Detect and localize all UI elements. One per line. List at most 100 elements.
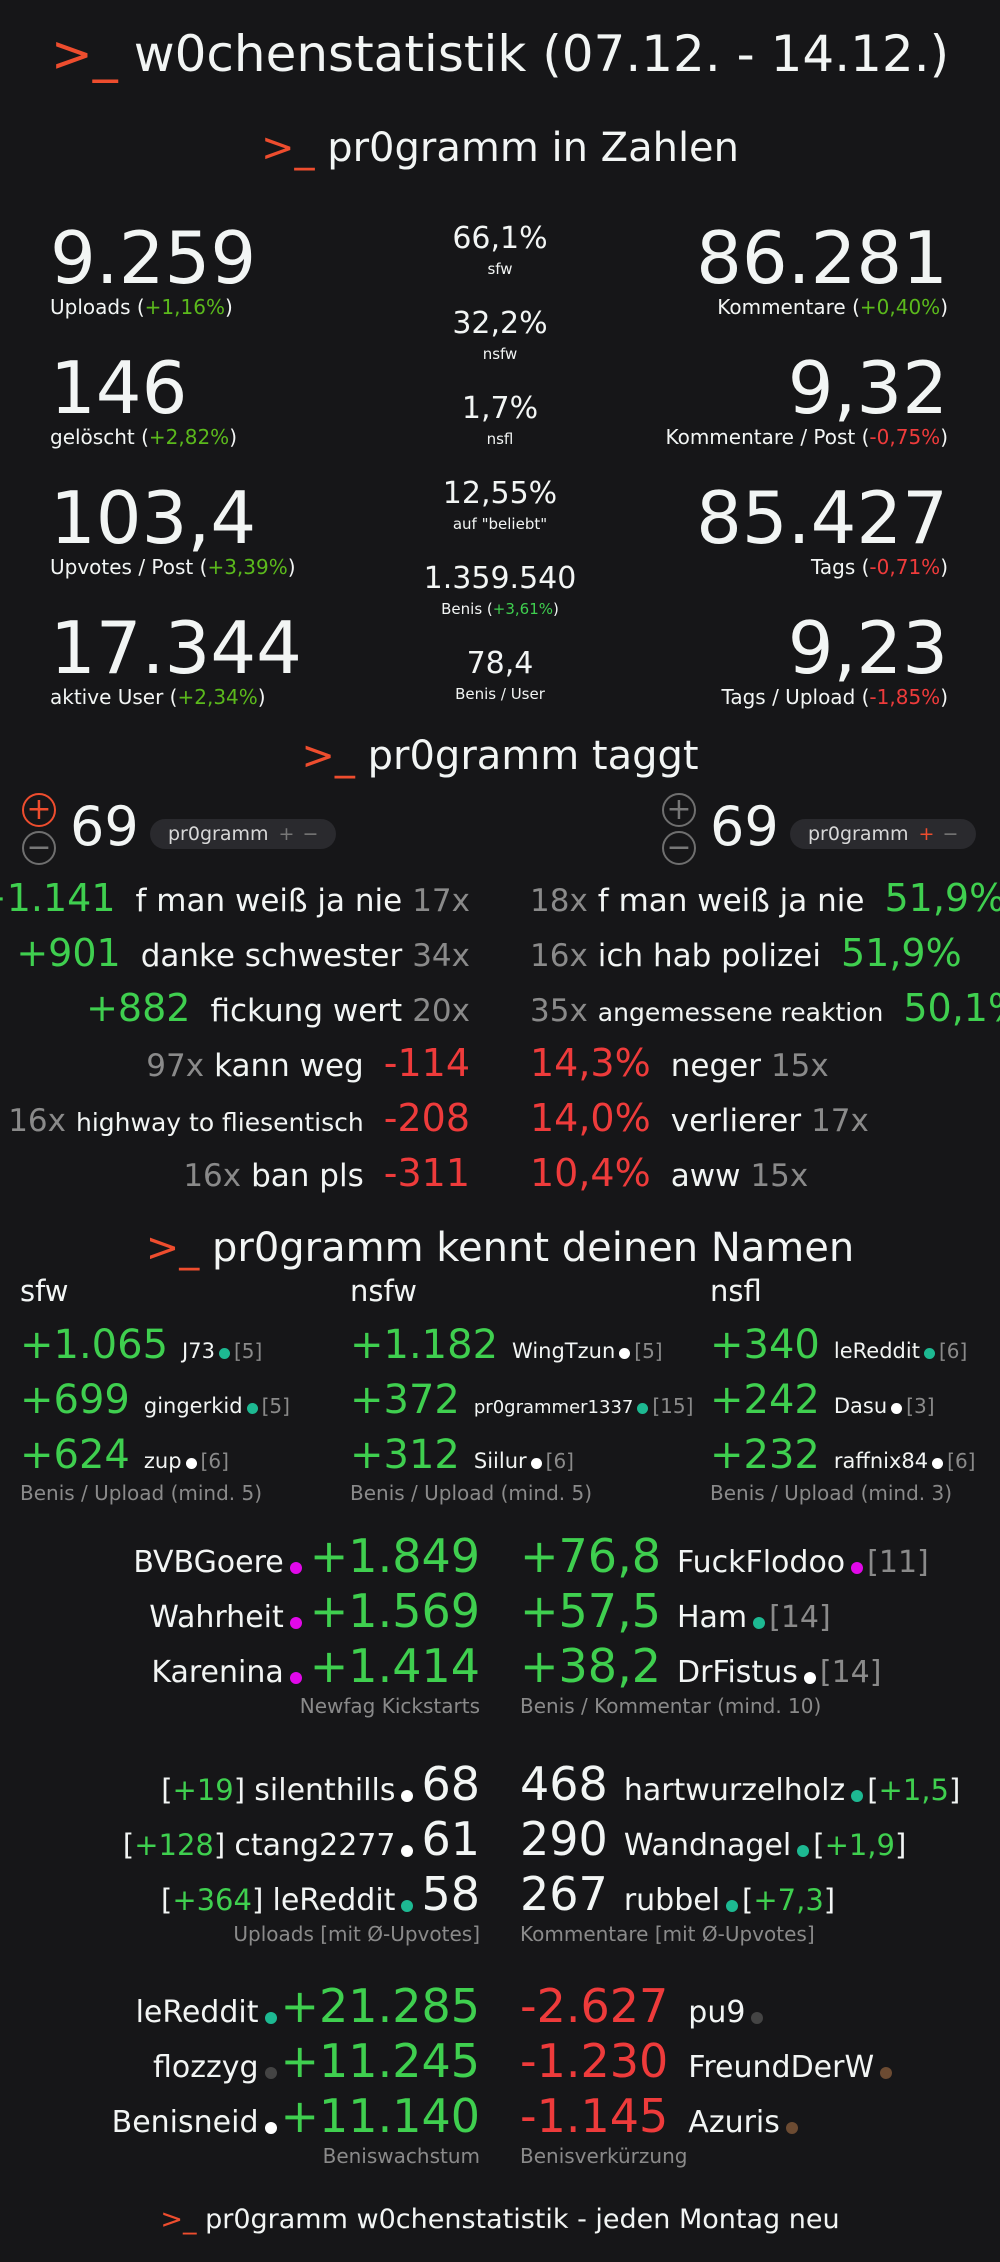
username[interactable]: Dasu [833, 1394, 888, 1418]
tag-row[interactable]: 16x highway to fliesentisch -208 [8, 1092, 470, 1152]
avg-upvotes: [+19] [161, 1773, 255, 1807]
username[interactable]: Karenina [151, 1655, 284, 1690]
stat-value: 1,7% [461, 391, 539, 426]
downvote-button[interactable]: − [22, 831, 56, 865]
tag-row[interactable]: +901 danke schwester 34x [16, 927, 470, 987]
username[interactable]: hartwurzelholz [623, 1773, 846, 1808]
tag-count: 97x [146, 1048, 205, 1084]
stat-change: +2,34% [177, 685, 258, 709]
username[interactable]: zup [143, 1449, 182, 1473]
tag-row[interactable]: 18x f man weiß ja nie 51,9% [530, 872, 1000, 932]
username[interactable]: Siilur [473, 1449, 527, 1473]
tag-row[interactable]: 14,3% neger 15x [530, 1037, 829, 1097]
stat-label-close: ) [224, 295, 233, 319]
tag-row[interactable]: 16x ban pls -311 [183, 1147, 470, 1207]
username[interactable]: WingTzun [512, 1339, 616, 1363]
username[interactable]: silenthills [254, 1773, 396, 1808]
username[interactable]: pu9 [688, 1995, 746, 2030]
upvote-button[interactable]: + [662, 793, 696, 827]
category-caption: Benis / Upload (mind. 5) [350, 1481, 593, 1505]
leaderboard-row[interactable]: -1.145 Azuris [520, 2090, 802, 2153]
username[interactable]: J73 [182, 1339, 215, 1363]
user-row[interactable]: +232 raffnix84 [6] [710, 1430, 975, 1488]
leaderboard-row[interactable]: +38,2 DrFistus [14] [520, 1640, 881, 1703]
username[interactable]: Wandnagel [623, 1828, 792, 1863]
tag-pct: 14,0% [530, 1096, 651, 1140]
leaderboard-row[interactable]: 267 rubbel [+7,3] [520, 1868, 835, 1931]
leaderboard-row[interactable]: +76,8 FuckFlodoo [11] [520, 1530, 929, 1593]
section-heading-namen: >_ pr0gramm kennt deinen Namen [145, 1225, 855, 1271]
leaderboard-row[interactable]: 468 hartwurzelholz [+1,5] [520, 1758, 960, 1821]
tag-plus-button[interactable]: + [278, 823, 295, 845]
leaderboard-row[interactable]: [+19] silenthills 68 [161, 1758, 480, 1821]
tag-score: 69 [710, 795, 779, 858]
stat-label: nsfl [350, 429, 650, 449]
username[interactable]: rubbel [623, 1883, 721, 1918]
tag-name: danke schwester [140, 938, 403, 974]
tag-minus-button[interactable]: − [302, 823, 319, 845]
leaderboard-row[interactable]: Benisneid +11.140 [112, 2090, 480, 2153]
tag-score: +882 [86, 986, 191, 1030]
tag-pill[interactable]: pr0gramm + − [150, 819, 337, 849]
tag-row[interactable]: 10,4% aww 15x [530, 1147, 808, 1207]
username[interactable]: Benisneid [111, 2105, 259, 2140]
username[interactable]: DrFistus [676, 1655, 798, 1690]
user-row[interactable]: +1.065 J73 [5] [20, 1320, 262, 1378]
tag-pill[interactable]: pr0gramm + − [790, 819, 977, 849]
user-row[interactable]: +372 pr0grammer1337 [15] [350, 1375, 693, 1433]
stat-value: 103,4 [50, 476, 257, 560]
username[interactable]: gingerkid [143, 1394, 243, 1418]
tag-plus-button[interactable]: + [918, 823, 935, 845]
leaderboard-row[interactable]: flozzyg +11.245 [153, 2035, 480, 2098]
benis-score: +340 [710, 1322, 820, 1368]
tag-score: -114 [383, 1041, 470, 1085]
prompt-icon: >_ [145, 1225, 200, 1271]
user-row[interactable]: +312 Siilur [6] [350, 1430, 574, 1488]
username[interactable]: raffnix84 [833, 1449, 929, 1473]
tag-row[interactable]: 35x angemessene reaktion 50,1% [530, 982, 1000, 1042]
tag-row[interactable]: 14,0% verlierer 17x [530, 1092, 869, 1152]
user-row[interactable]: +340 leReddit [6] [710, 1320, 967, 1378]
comment-count: 267 [520, 1867, 608, 1921]
leaderboard-row[interactable]: -1.230 FreundDerW [520, 2035, 896, 2098]
leaderboard-row[interactable]: 290 Wandnagel [+1,9] [520, 1813, 906, 1876]
leaderboard-row[interactable]: -2.627 pu9 [520, 1980, 767, 2043]
username[interactable]: FreundDerW [688, 2050, 875, 2085]
username[interactable]: flozzyg [152, 2050, 259, 2085]
username[interactable]: pr0grammer1337 [473, 1397, 634, 1418]
tag-minus-button[interactable]: − [942, 823, 959, 845]
username[interactable]: Wahrheit [149, 1600, 284, 1635]
stat-label-text: Kommentare ( [717, 295, 860, 319]
stat-label-text: aktive User ( [50, 685, 178, 709]
leaderboard-row[interactable]: [+128] ctang2277 61 [123, 1813, 480, 1876]
user-status-dot [289, 1616, 302, 1629]
leaderboard-row[interactable]: leReddit +21.285 [136, 1980, 480, 2043]
username[interactable]: leReddit [272, 1883, 396, 1918]
user-row[interactable]: +699 gingerkid [5] [20, 1375, 290, 1433]
username[interactable]: Azuris [688, 2105, 780, 2140]
stat-label: Tags (-0,71%) [811, 554, 948, 580]
username[interactable]: leReddit [135, 1995, 259, 2030]
upload-count: [6] [947, 1449, 976, 1473]
username[interactable]: ctang2277 [234, 1828, 396, 1863]
upvote-button[interactable]: + [22, 793, 56, 827]
username[interactable]: BVBGoere [133, 1545, 284, 1580]
username[interactable]: FuckFlodoo [676, 1545, 846, 1580]
user-row[interactable]: +1.182 WingTzun [5] [350, 1320, 663, 1378]
downvote-button[interactable]: − [662, 831, 696, 865]
leaderboard-row[interactable]: Wahrheit +1.569 [149, 1585, 480, 1648]
leaderboard-row[interactable]: [+364] leReddit 58 [161, 1868, 480, 1931]
user-row[interactable]: +242 Dasu [3] [710, 1375, 935, 1433]
leaderboard-row[interactable]: Karenina +1.414 [151, 1640, 480, 1703]
user-row[interactable]: +624 zup [6] [20, 1430, 229, 1488]
tag-row[interactable]: 16x ich hab polizei 51,9% [530, 927, 962, 987]
username[interactable]: Ham [676, 1600, 748, 1635]
tag-row[interactable]: 97x kann weg -114 [146, 1037, 470, 1097]
stat-label-text: nsfw [482, 345, 518, 363]
username[interactable]: leReddit [833, 1339, 920, 1363]
tag-row[interactable]: +882 fickung wert 20x [86, 982, 470, 1042]
leaderboard-row[interactable]: BVBGoere +1.849 [133, 1530, 480, 1593]
leaderboard-row[interactable]: +57,5 Ham [14] [520, 1585, 831, 1648]
upload-count: [5] [634, 1339, 663, 1363]
